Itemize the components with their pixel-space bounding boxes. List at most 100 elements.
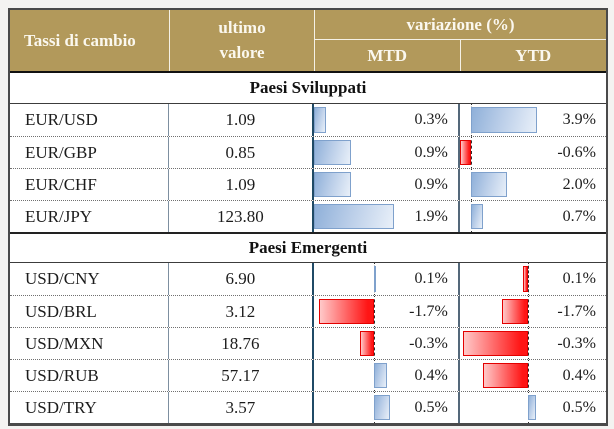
currency-pair-cell: EUR/CHF	[10, 169, 170, 200]
table-body: Paesi Sviluppati EUR/USD 1.09 0.3% 3.9% …	[10, 71, 606, 423]
zero-axis	[528, 263, 530, 295]
pct-label: 0.4%	[562, 366, 596, 384]
pct-label: 1.9%	[414, 207, 448, 225]
last-value-cell: 0.85	[169, 137, 314, 168]
ytd-bar-cell: -0.6%	[459, 137, 606, 168]
mtd-bar-cell: 0.3%	[313, 104, 460, 136]
header-ytd-column: YTD	[515, 45, 552, 65]
pct-label: 0.3%	[414, 111, 448, 128]
data-bar	[522, 266, 529, 292]
ytd-bar-cell: 0.5%	[460, 392, 606, 423]
pct-label: 0.1%	[562, 270, 596, 287]
zero-axis	[374, 296, 376, 327]
pct-label: 0.7%	[562, 207, 596, 225]
zero-axis	[528, 360, 530, 391]
mtd-bar-cell: -0.3%	[314, 328, 460, 359]
last-value-cell: 6.90	[169, 263, 314, 295]
last-value-cell: 3.57	[169, 392, 314, 423]
table-row: USD/RUB 57.17 0.4% 0.4%	[10, 359, 606, 391]
pct-label: -0.3%	[409, 334, 448, 352]
data-bar	[502, 299, 529, 324]
ytd-bar-cell: -1.7%	[460, 296, 606, 327]
table-row: USD/BRL 3.12 -1.7% -1.7%	[10, 295, 606, 327]
table-row: USD/TRY 3.57 0.5% 0.5%	[10, 391, 606, 423]
section-title: Paesi Sviluppati	[249, 78, 367, 97]
mtd-bar-cell: 0.4%	[314, 360, 460, 391]
ytd-bar-cell: 0.4%	[460, 360, 606, 391]
data-bar	[313, 107, 327, 133]
data-bar	[313, 204, 395, 229]
data-bar	[471, 107, 538, 133]
header-last-value-line1: ultimo	[218, 18, 266, 37]
zero-axis	[528, 328, 530, 359]
table-row: EUR/JPY 123.80 1.9% 0.7%	[10, 200, 606, 232]
table-row: EUR/GBP 0.85 0.9% -0.6%	[10, 136, 606, 168]
last-value-cell: 123.80	[169, 201, 314, 232]
pct-label: 0.5%	[562, 398, 596, 416]
table-row: USD/MXN 18.76 -0.3% -0.3%	[10, 327, 606, 359]
data-bar	[528, 395, 536, 420]
last-value-cell: 1.09	[169, 104, 314, 136]
currency-pair-cell: USD/CNY	[10, 263, 170, 295]
last-value-cell: 18.76	[169, 328, 314, 359]
section-band: Paesi Sviluppati	[10, 73, 606, 104]
pct-label: -1.7%	[557, 302, 596, 320]
currency-pair-cell: USD/TRY	[10, 392, 170, 423]
data-bar	[313, 140, 352, 165]
currency-pair-cell: EUR/USD	[10, 104, 170, 136]
header-pair-column: Tassi di cambio	[10, 10, 170, 71]
ytd-bar-cell: 0.1%	[460, 263, 606, 295]
last-value-cell: 57.17	[169, 360, 314, 391]
zero-axis	[374, 328, 376, 359]
last-value-cell: 3.12	[169, 296, 314, 327]
section-band: Paesi Emergenti	[10, 232, 606, 263]
data-bar	[313, 172, 352, 197]
header-last-value-line2: valore	[219, 43, 265, 62]
data-bar	[319, 299, 375, 324]
zero-axis	[528, 296, 530, 327]
exchange-rates-table: Tassi di cambio ultimo valore variazione…	[8, 8, 608, 426]
header-last-value-column: ultimo valore	[170, 10, 315, 71]
section-title: Paesi Emergenti	[248, 238, 368, 257]
ytd-bar-cell: -0.3%	[460, 328, 606, 359]
header-mtd-column: MTD	[315, 40, 461, 71]
data-bar	[374, 395, 390, 420]
pct-label: 0.1%	[414, 270, 448, 287]
pct-label: 0.9%	[414, 175, 448, 193]
data-bar	[374, 363, 388, 388]
currency-pair-cell: USD/RUB	[10, 360, 170, 391]
data-bar	[483, 363, 529, 388]
data-bar	[359, 331, 375, 356]
mtd-bar-cell: 0.9%	[313, 169, 460, 200]
data-bar	[471, 204, 484, 229]
currency-pair-cell: USD/MXN	[10, 328, 170, 359]
table-row: USD/CNY 6.90 0.1% 0.1%	[10, 263, 606, 295]
header-variation-label: variazione (%)	[315, 10, 606, 40]
pct-label: 3.9%	[562, 111, 596, 128]
mtd-bar-cell: 1.9%	[313, 201, 460, 232]
table-header: Tassi di cambio ultimo valore variazione…	[10, 10, 606, 71]
pct-label: -0.3%	[557, 334, 596, 352]
ytd-bar-cell: 3.9%	[460, 104, 606, 136]
table-row: EUR/USD 1.09 0.3% 3.9%	[10, 104, 606, 136]
ytd-bar-cell: 0.7%	[460, 201, 606, 232]
pct-label: 0.9%	[414, 143, 448, 161]
pct-label: 0.4%	[414, 366, 448, 384]
ytd-bar-cell: 2.0%	[460, 169, 606, 200]
pct-label: 0.5%	[414, 398, 448, 416]
pct-label: 2.0%	[562, 175, 596, 193]
header-variation-sub: MTD YTD	[315, 40, 606, 71]
data-bar	[459, 140, 472, 165]
pct-label: -1.7%	[409, 302, 448, 320]
table-row: EUR/CHF 1.09 0.9% 2.0%	[10, 168, 606, 200]
data-bar	[374, 266, 377, 292]
zero-axis	[471, 137, 473, 168]
mtd-bar-cell: 0.9%	[313, 137, 460, 168]
header-variation-group: variazione (%) MTD YTD	[315, 10, 606, 71]
pct-label: -0.6%	[557, 143, 596, 161]
currency-pair-cell: USD/BRL	[10, 296, 170, 327]
currency-pair-cell: EUR/JPY	[10, 201, 170, 232]
last-value-cell: 1.09	[169, 169, 314, 200]
mtd-bar-cell: 0.5%	[314, 392, 460, 423]
